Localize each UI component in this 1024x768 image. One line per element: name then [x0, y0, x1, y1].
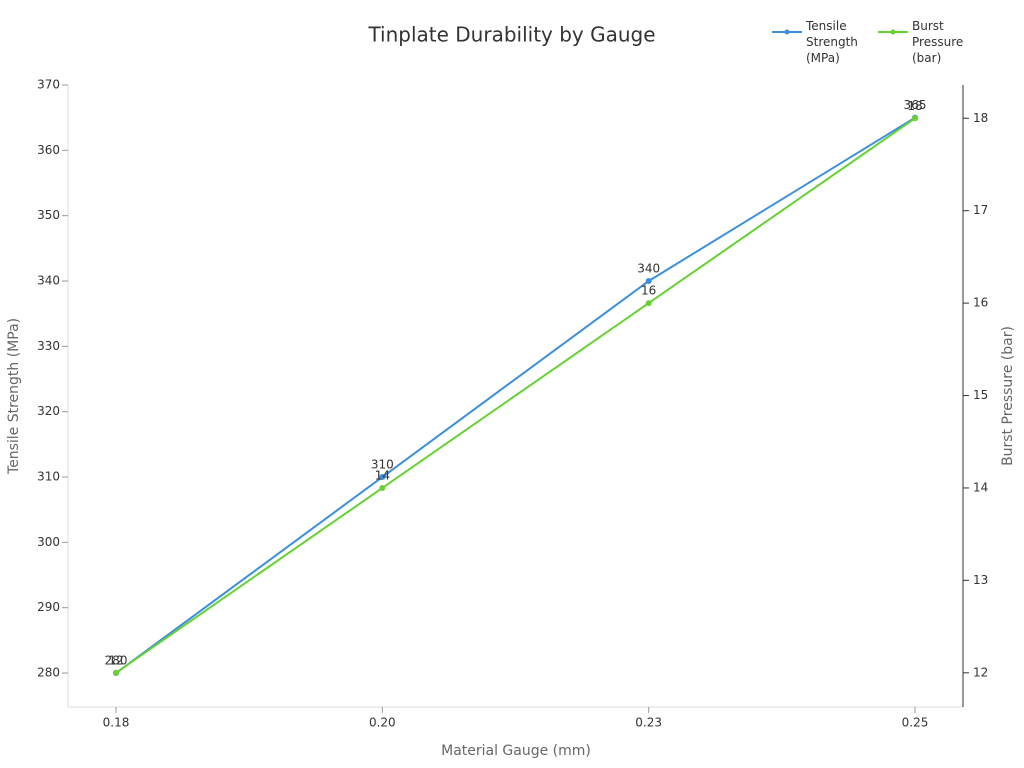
legend-label: Burst Pressure (bar)	[912, 19, 964, 65]
y2-axis-label: Burst Pressure (bar)	[1000, 326, 1016, 466]
series-line	[115, 116, 916, 674]
legend-swatch	[878, 25, 908, 39]
point	[379, 474, 386, 481]
data-label: 16	[641, 284, 656, 298]
point	[645, 300, 652, 307]
series-line	[115, 117, 916, 674]
x-tick-label: 0.23	[635, 716, 662, 730]
y2-tick-label: 14	[973, 480, 988, 494]
legend-swatch	[772, 25, 802, 39]
y2-tick-label: 16	[973, 296, 988, 310]
data-label: 14	[375, 468, 390, 482]
y2-tick-label: 12	[973, 665, 988, 679]
legend: Tensile Strength (MPa) Burst Pressure (ba…	[772, 18, 972, 66]
data-label: 280	[105, 654, 128, 668]
point	[113, 669, 119, 676]
y-tick-label: 360	[37, 143, 60, 157]
x-tick-label: 0.25	[902, 716, 929, 730]
legend-item: Tensile Strength (MPa)	[772, 18, 866, 66]
y-tick-label: 280	[37, 666, 60, 680]
data-label: 12	[108, 653, 123, 667]
legend-label: Tensile Strength (MPa)	[806, 19, 858, 65]
data-label: 310	[371, 458, 394, 472]
y-tick-label: 330	[37, 339, 60, 353]
x-tick-label: 0.20	[369, 716, 396, 730]
chart-title: Tinplate Durability by Gauge	[367, 23, 655, 47]
y-tick-label: 370	[37, 78, 60, 92]
point	[645, 278, 652, 285]
x-tick-label: 0.18	[103, 716, 130, 730]
y-tick-label: 310	[37, 470, 60, 484]
y-tick-label: 290	[37, 600, 60, 614]
y2-tick-label: 18	[973, 111, 988, 125]
y-tick-label: 300	[37, 535, 60, 549]
data-label: 365	[904, 98, 927, 112]
data-label: 340	[637, 262, 660, 276]
y-axis-label: Tensile Strength (MPa)	[6, 318, 22, 475]
point	[912, 115, 918, 122]
y2-tick-label: 15	[973, 388, 988, 402]
legend-item: Burst Pressure (bar)	[878, 18, 972, 66]
point	[379, 484, 386, 491]
data-label: 18	[907, 99, 922, 113]
y2-tick-label: 13	[973, 573, 988, 587]
y-tick-label: 320	[37, 404, 60, 418]
y2-tick-label: 17	[973, 203, 988, 217]
y-tick-label: 340	[37, 274, 60, 288]
y-tick-label: 350	[37, 208, 60, 222]
x-axis-label: Material Gauge (mm)	[441, 743, 591, 759]
